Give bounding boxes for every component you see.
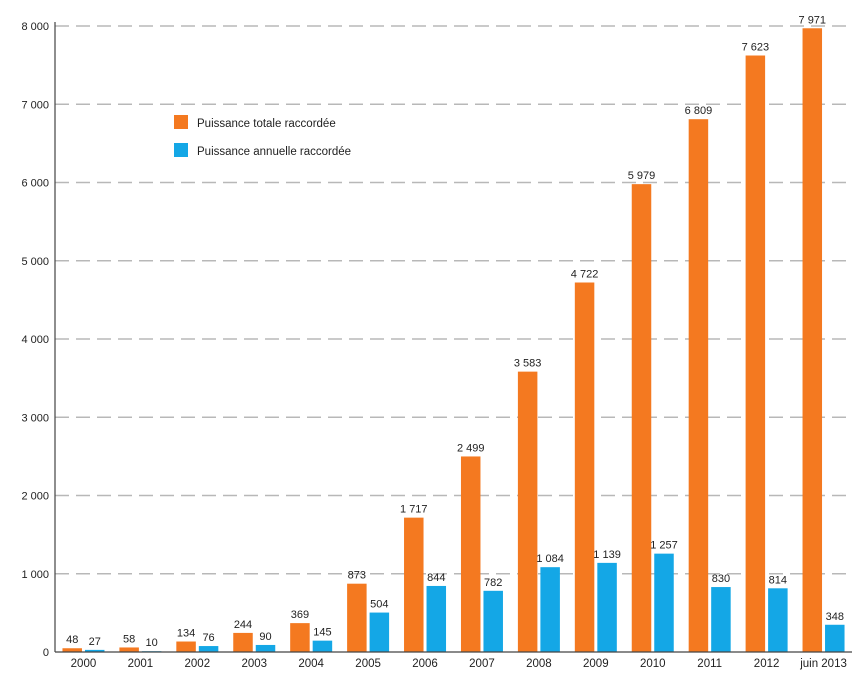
bar-total: [460, 456, 481, 652]
data-label-total: 4 722: [571, 269, 599, 281]
bar-annual: [540, 567, 560, 652]
data-label-total: 3 583: [514, 358, 542, 370]
x-tick-label: 2005: [355, 658, 381, 670]
bar-total: [233, 632, 253, 652]
bar-annual: [255, 644, 276, 652]
bar-annual: [711, 587, 731, 652]
x-tick-label: 2004: [298, 658, 324, 670]
bar-annual: [312, 640, 333, 652]
data-label-total: 134: [177, 628, 195, 640]
bar-total: [631, 184, 652, 652]
data-label-annual: 90: [259, 631, 271, 643]
x-tick-label: juin 2013: [799, 658, 847, 670]
data-label-annual: 1 257: [650, 540, 678, 552]
x-tick-label: 2000: [71, 658, 97, 670]
data-label-annual: 1 139: [593, 549, 621, 561]
data-label-annual: 830: [712, 573, 730, 585]
y-tick-label: 2 000: [21, 491, 49, 503]
bar-annual: [483, 590, 503, 652]
y-tick-label: 3 000: [21, 412, 49, 424]
bar-total: [62, 648, 82, 652]
bar-annual: [597, 562, 617, 652]
x-axis-ticks: 2000 2001 2002 2003 2004 2005 2006 2007 2008 2009…: [71, 658, 847, 670]
bar-annual: [426, 585, 447, 652]
bar-total: [119, 647, 139, 652]
data-label-total: 7 623: [742, 42, 770, 54]
y-tick-label: 1 000: [21, 569, 49, 581]
bar-annual: [369, 612, 390, 652]
y-tick-label: 8 000: [21, 21, 49, 33]
data-label-total: 58: [123, 633, 135, 645]
x-tick-label: 2009: [583, 658, 609, 670]
data-label-total: 6 809: [685, 105, 713, 117]
data-label-annual: 348: [826, 611, 844, 623]
x-tick-label: 2011: [697, 658, 722, 670]
data-label-total: 5 979: [628, 170, 656, 182]
bar-total: [745, 55, 766, 653]
data-label-annual: 1 084: [536, 553, 564, 565]
y-tick-label: 7 000: [21, 99, 49, 111]
bar-total: [404, 517, 424, 652]
bar-annual: [654, 553, 674, 652]
x-tick-label: 2002: [185, 658, 211, 670]
bar-annual: [825, 624, 845, 652]
data-label-annual: 844: [427, 572, 445, 584]
data-label-annual: 76: [202, 632, 214, 644]
x-tick-label: 2012: [754, 658, 780, 670]
bar-total: [688, 119, 709, 653]
data-label-total: 369: [291, 609, 309, 621]
grid-lines: [55, 25, 852, 575]
data-label-annual: 10: [146, 637, 158, 649]
data-label-total: 873: [348, 570, 366, 582]
data-label-annual: 814: [769, 574, 787, 586]
y-tick-label: 0: [43, 647, 49, 659]
bars: [62, 28, 845, 653]
x-tick-label: 2008: [526, 658, 552, 670]
y-tick-label: 6 000: [21, 178, 49, 190]
data-label-annual: 27: [89, 636, 101, 648]
x-tick-label: 2006: [412, 658, 438, 670]
y-tick-label: 5 000: [21, 256, 49, 268]
x-tick-label: 2007: [469, 658, 495, 670]
legend-swatch-annual: [174, 143, 188, 157]
x-tick-label: 2001: [128, 658, 154, 670]
data-label-total: 48: [66, 634, 78, 646]
bar-total: [802, 28, 823, 653]
data-label-annual: 782: [484, 577, 502, 589]
bar-total: [347, 583, 367, 652]
bar-annual: [198, 646, 219, 652]
x-tick-label: 2003: [241, 658, 267, 670]
data-label-total: 7 971: [799, 14, 827, 26]
data-labels: 48 27 58 10 134 76 244 90 369 145 873 504 1 717 844 2 …: [66, 14, 844, 649]
y-tick-label: 4 000: [21, 334, 49, 346]
data-label-total: 1 717: [400, 504, 428, 516]
bar-annual: [84, 649, 105, 652]
data-label-total: 2 499: [457, 442, 485, 454]
y-axis-ticks: 0 1 000 2 000 3 000 4 000 5 000 6 000 7 000 8 00…: [21, 21, 49, 659]
legend-label-annual: Puissance annuelle raccordée: [197, 146, 351, 158]
x-tick-label: 2010: [640, 658, 666, 670]
legend: Puissance totale raccordée Puissance ann…: [174, 115, 351, 158]
data-label-annual: 504: [370, 599, 388, 611]
data-label-annual: 145: [313, 627, 331, 639]
bar-total: [176, 641, 196, 652]
bar-total: [574, 282, 595, 652]
bar-total: [517, 371, 538, 652]
legend-swatch-total: [174, 115, 188, 129]
legend-label-total: Puissance totale raccordée: [197, 118, 336, 130]
bar-annual: [768, 588, 788, 652]
bar-total: [290, 623, 310, 652]
data-label-total: 244: [234, 619, 252, 631]
